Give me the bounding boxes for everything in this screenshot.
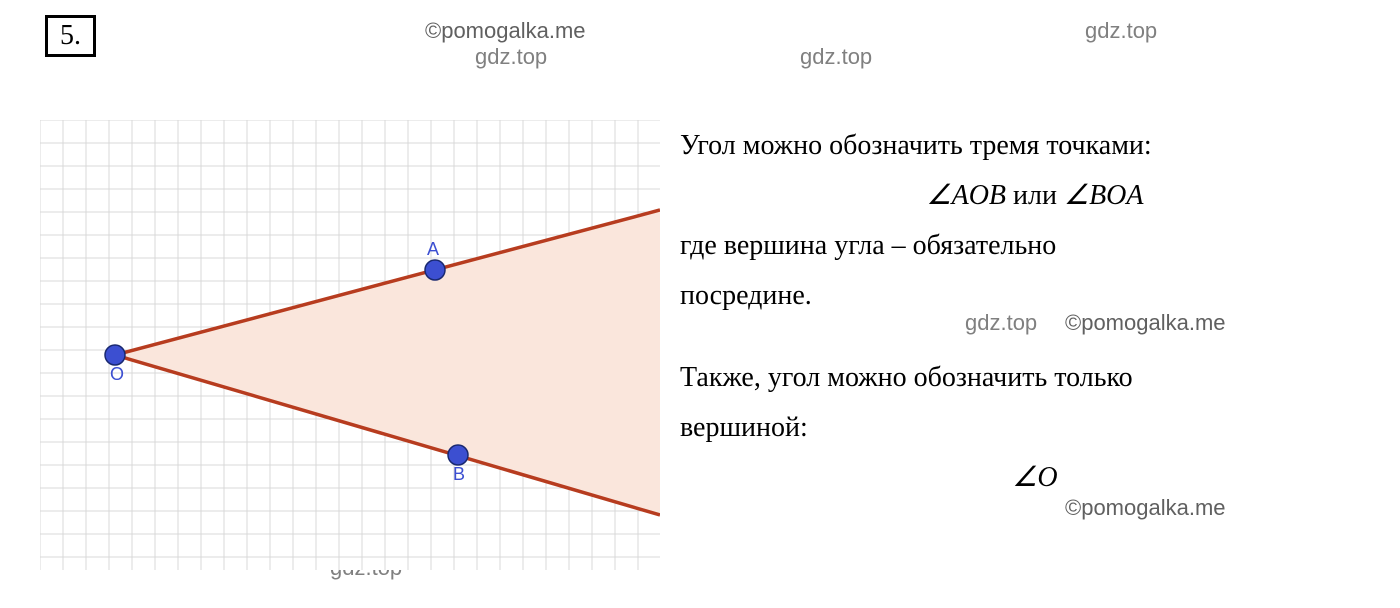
diagram-svg: O A B [40,120,660,570]
explanation-text: Угол можно обозначить тремя точками: ∠AO… [680,120,1390,570]
svg-text:B: B [453,464,465,484]
main-content: O A B Угол можно обозначить тремя точками:… [10,120,1390,570]
text-line: вершиной: [680,407,1390,449]
text-line: где вершина угла – обязательно [680,225,1390,267]
problem-number: 5 [45,15,96,57]
watermark-gdz: gdz.top [800,44,872,70]
formula-three-points: ∠AOB или ∠BOA [680,175,1390,217]
svg-text:A: A [427,239,439,259]
watermark-pomogalka: ©pomogalka.me [425,18,586,44]
angle-aob: ∠AOB [926,180,1006,211]
angle-boa: ∠BOA [1064,180,1144,211]
angle-diagram: O A B [40,120,660,570]
text-line: посредине. [680,275,1390,317]
formula-vertex-only: ∠O [680,457,1390,499]
watermark-gdz: gdz.top [475,44,547,70]
text-line: Также, угол можно обозначить только [680,357,1390,399]
svg-text:O: O [110,364,124,384]
watermark-gdz: gdz.top [1085,18,1157,44]
or-text: или [1006,180,1064,211]
text-line: Угол можно обозначить тремя точками: [680,125,1390,167]
